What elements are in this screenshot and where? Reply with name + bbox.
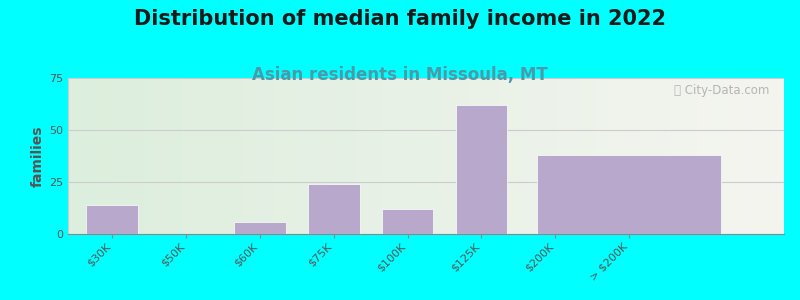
- Bar: [234, 221, 286, 234]
- Bar: [86, 205, 138, 234]
- Text: ⓘ City-Data.com: ⓘ City-Data.com: [674, 84, 770, 97]
- Bar: [382, 209, 434, 234]
- Bar: [455, 105, 507, 234]
- Text: Distribution of median family income in 2022: Distribution of median family income in …: [134, 9, 666, 29]
- Bar: [537, 155, 722, 234]
- Y-axis label: families: families: [31, 125, 45, 187]
- Text: Asian residents in Missoula, MT: Asian residents in Missoula, MT: [252, 66, 548, 84]
- Bar: [308, 184, 359, 234]
